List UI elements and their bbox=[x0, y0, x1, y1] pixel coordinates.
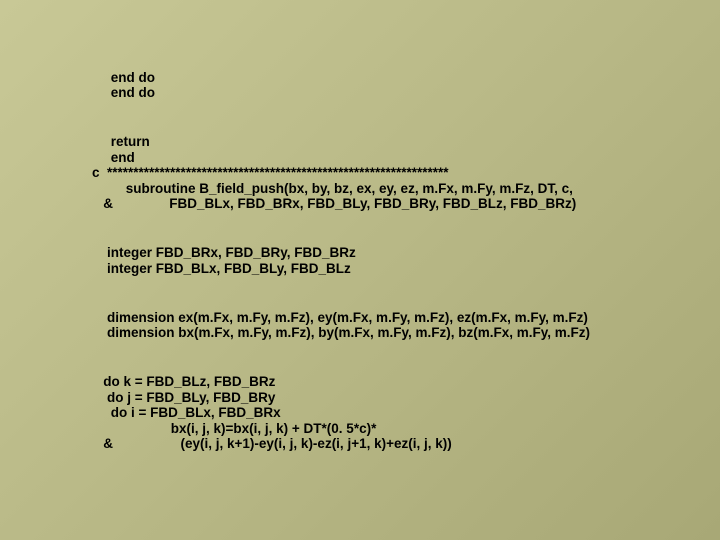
code-line: subroutine B_field_push(bx, by, bz, ex, … bbox=[92, 181, 573, 196]
code-line: end do bbox=[92, 70, 155, 85]
code-line: end bbox=[92, 150, 135, 165]
code-line: do i = FBD_BLx, FBD_BRx bbox=[92, 405, 281, 420]
code-line: return bbox=[92, 134, 150, 149]
code-line: dimension bx(m.Fx, m.Fy, m.Fz), by(m.Fx,… bbox=[92, 325, 590, 340]
code-slide: end do end do return end c *************… bbox=[0, 0, 720, 467]
code-line: end do bbox=[92, 85, 155, 100]
code-line: & FBD_BLx, FBD_BRx, FBD_BLy, FBD_BRy, FB… bbox=[92, 196, 576, 211]
code-line: dimension ex(m.Fx, m.Fy, m.Fz), ey(m.Fx,… bbox=[92, 310, 588, 325]
code-block-1: end do end do bbox=[92, 70, 710, 101]
code-line: integer FBD_BRx, FBD_BRy, FBD_BRz bbox=[92, 245, 356, 260]
code-block-3: integer FBD_BRx, FBD_BRy, FBD_BRz intege… bbox=[92, 245, 710, 276]
code-block-2: return end c ***************************… bbox=[92, 134, 710, 212]
code-block-4: dimension ex(m.Fx, m.Fy, m.Fz), ey(m.Fx,… bbox=[92, 310, 710, 341]
code-line: & (ey(i, j, k+1)-ey(i, j, k)-ez(i, j+1, … bbox=[92, 436, 452, 451]
code-line: do j = FBD_BLy, FBD_BRy bbox=[92, 390, 275, 405]
code-block-5: do k = FBD_BLz, FBD_BRz do j = FBD_BLy, … bbox=[92, 374, 710, 452]
code-line: do k = FBD_BLz, FBD_BRz bbox=[92, 374, 275, 389]
code-line: bx(i, j, k)=bx(i, j, k) + DT*(0. 5*c)* bbox=[92, 421, 376, 436]
code-line: c **************************************… bbox=[92, 165, 449, 180]
code-line: integer FBD_BLx, FBD_BLy, FBD_BLz bbox=[92, 261, 351, 276]
